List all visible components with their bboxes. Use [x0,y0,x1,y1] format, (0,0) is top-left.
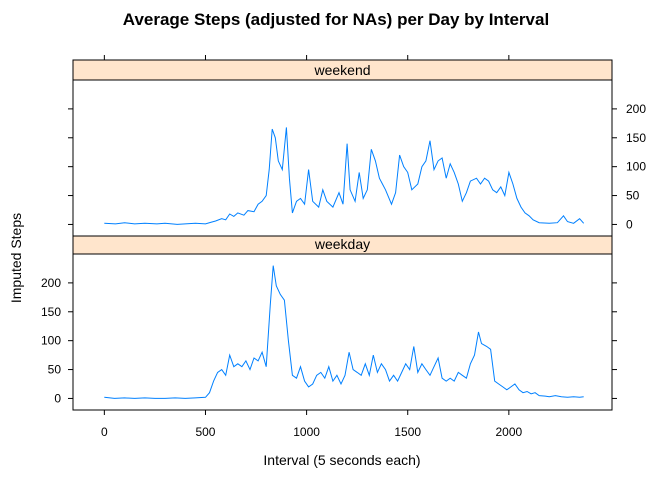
x-axis-label: Interval (5 seconds each) [263,452,420,468]
strip-label-weekday: weekday [314,236,370,252]
ytick-label-weekend-50: 50 [626,189,640,203]
ytick-label-weekend-100: 100 [626,160,646,174]
strip-label-weekend: weekend [313,62,370,78]
ytick-label-weekday-200: 200 [41,276,61,290]
xtick-label-500: 500 [195,425,215,439]
panel-frame-weekend [72,79,613,237]
series-line-weekday [104,265,584,399]
ytick-label-weekend-150: 150 [626,131,646,145]
xtick-label-2000: 2000 [496,425,523,439]
ytick-label-weekday-50: 50 [48,363,62,377]
xtick-label-1000: 1000 [293,425,320,439]
panel-frame-weekday [72,253,613,411]
xtick-label-1500: 1500 [394,425,421,439]
ytick-label-weekday-150: 150 [41,305,61,319]
ytick-label-weekday-100: 100 [41,334,61,348]
ytick-label-weekend-200: 200 [626,102,646,116]
xtick-label-0: 0 [101,425,108,439]
ytick-label-weekend-0: 0 [626,217,633,231]
y-axis-label: Imputed Steps [8,213,24,303]
series-line-weekend [104,127,585,225]
chart-title: Average Steps (adjusted for NAs) per Day… [123,10,549,29]
ytick-label-weekday-0: 0 [54,391,61,405]
